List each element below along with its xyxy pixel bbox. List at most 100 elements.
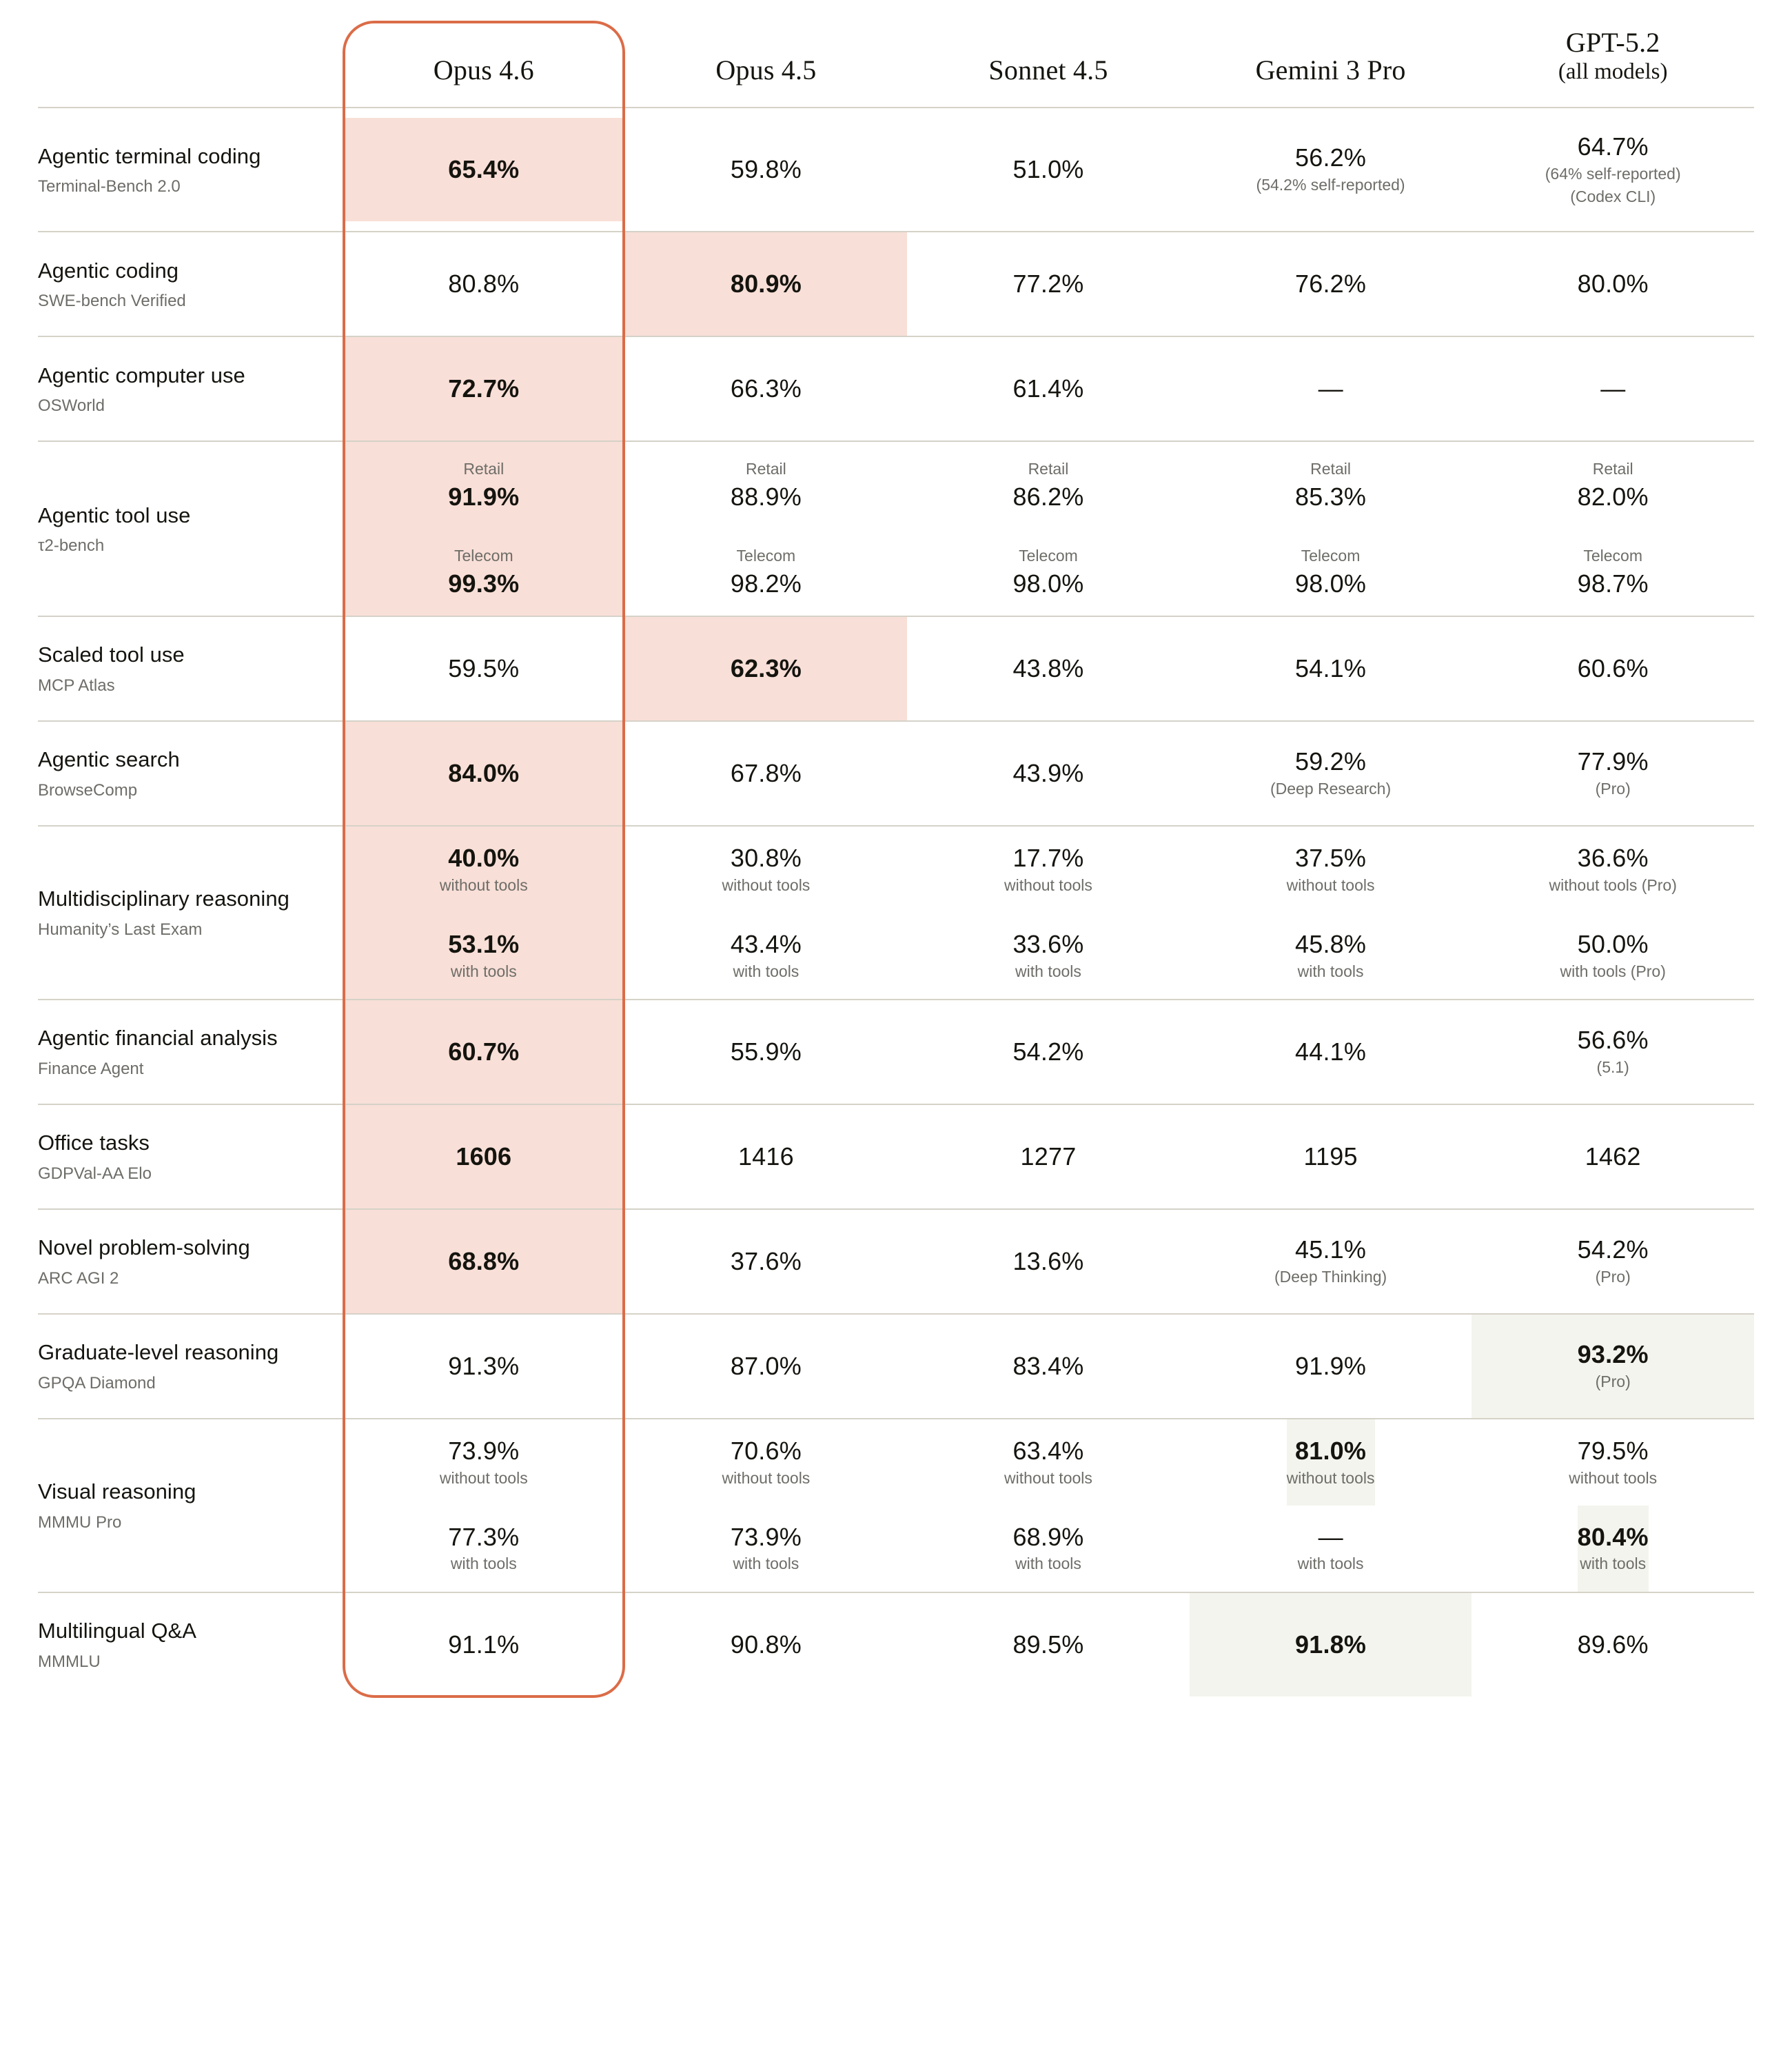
metric-inner: Novel problem-solving ARC AGI 2 [38, 1213, 343, 1309]
value-number: 51.0% [1012, 154, 1084, 183]
value-cell-gemini3: 56.2% (54.2% self-reported) [1190, 108, 1472, 232]
value-label-below: with tools [450, 962, 517, 980]
value-cell-opus46: 40.0% without tools 53.1% with tools [343, 826, 625, 1000]
value-cell-sonnet45: 43.9% [907, 721, 1190, 826]
value-label-below: without tools [1004, 1468, 1092, 1487]
value-label-below: with tools [1297, 1554, 1364, 1573]
split-value-wrapper: Retail 88.9% Telecom 98.2% [625, 442, 908, 616]
split-value-part: 79.5% without tools [1569, 1419, 1657, 1506]
split-value-part: 77.3% with tools [448, 1506, 519, 1592]
value-cell-gpt52: 64.7% (64% self-reported) (Codex CLI) [1472, 108, 1754, 232]
value-label-below: with tools [1580, 1554, 1647, 1573]
value-wrapper: 1277 [907, 1105, 1190, 1208]
value-number: 66.3% [730, 374, 802, 403]
value-wrapper: 62.3% [624, 616, 908, 720]
value-cell-gemini3: 81.0% without tools — with tools [1190, 1419, 1472, 1592]
value-wrapper: 67.8% [625, 722, 908, 825]
metric-inner: Agentic computer use OSWorld [38, 341, 343, 437]
value-wrapper: 77.2% [907, 232, 1190, 336]
metric-inner: Agentic terminal coding Terminal-Bench 2.… [38, 121, 343, 218]
value-wrapper: — [1190, 337, 1472, 440]
value-note: (64% self-reported) [1545, 164, 1681, 183]
metric-inner: Multidisciplinary reasoning Humanity’s La… [38, 864, 343, 960]
split-value-part: 63.4% without tools [1004, 1419, 1092, 1506]
metric-inner: Graduate-level reasoning GPQA Diamond [38, 1317, 343, 1414]
value-number: 72.7% [448, 374, 520, 403]
value-wrapper: 80.8% [343, 232, 625, 336]
value-label-above: Retail [1310, 459, 1351, 478]
split-value-wrapper: 73.9% without tools 77.3% with tools [343, 1419, 625, 1592]
value-number: 54.2% [1012, 1037, 1084, 1066]
value-label-below: without tools [1569, 1468, 1658, 1487]
table-row: Agentic terminal coding Terminal-Bench 2.… [38, 107, 1754, 232]
value-wrapper: 64.7% (64% self-reported) (Codex CLI) [1472, 108, 1754, 231]
value-cell-gemini3: — [1190, 336, 1472, 441]
value-wrapper: 56.6% (5.1) [1472, 1000, 1754, 1104]
metric-cell: Agentic tool use τ2-bench [38, 441, 343, 616]
value-number: 89.5% [1012, 1630, 1084, 1659]
metric-cell: Multidisciplinary reasoning Humanity’s La… [38, 826, 343, 1000]
value-cell-sonnet45: 89.5% [907, 1592, 1190, 1696]
metric-benchmark-name: Humanity’s Last Exam [38, 920, 203, 939]
value-number: 43.9% [1012, 758, 1084, 787]
metric-cell: Agentic search BrowseComp [38, 721, 343, 826]
metric-benchmark-name: OSWorld [38, 396, 105, 415]
value-label-below: with tools [1015, 962, 1081, 980]
split-value-wrapper: 36.6% without tools (Pro) 50.0% with tools … [1472, 827, 1754, 999]
column-header-name: Opus 4.6 [433, 54, 534, 85]
metric-cell: Scaled tool use MCP Atlas [38, 616, 343, 721]
value-number: 56.6% [1577, 1026, 1649, 1055]
value-label-below: without tools [439, 875, 528, 894]
value-cell-gemini3: 45.1% (Deep Thinking) [1190, 1209, 1472, 1314]
table-header-row: Opus 4.6 Opus 4.5 Sonnet 4.5 Gemini 3 Pro GP… [38, 0, 1754, 108]
value-cell-sonnet45: 54.2% [907, 1000, 1190, 1104]
split-value-wrapper: Retail 86.2% Telecom 98.0% [907, 442, 1190, 616]
value-wrapper: 72.7% [343, 336, 625, 440]
value-cell-gemini3: 91.9% [1190, 1314, 1472, 1419]
value-label-below: with tools [450, 1554, 517, 1573]
value-cell-opus46: 65.4% [343, 108, 625, 232]
value-number: 59.2% [1295, 747, 1367, 776]
value-label-below: without tools [1286, 875, 1375, 894]
value-number: 54.1% [1295, 654, 1367, 682]
value-cell-gpt52: Retail 82.0% Telecom 98.7% [1472, 441, 1754, 616]
metric-cell: Visual reasoning MMMU Pro [38, 1419, 343, 1592]
value-cell-gpt52: 89.6% [1472, 1592, 1754, 1696]
value-number: 61.4% [1012, 374, 1084, 403]
metric-benchmark-name: SWE-bench Verified [38, 291, 186, 310]
value-cell-sonnet45: 77.2% [907, 232, 1190, 336]
value-note: (Deep Thinking) [1274, 1268, 1387, 1286]
table-body: Agentic terminal coding Terminal-Bench 2.… [38, 107, 1754, 1696]
value-cell-opus45: 55.9% [625, 1000, 908, 1104]
metric-inner: Agentic coding SWE-bench Verified [38, 236, 343, 332]
split-value-part: Retail 82.0% [1578, 442, 1649, 529]
table-row: Graduate-level reasoning GPQA Diamond 91.3… [38, 1313, 1754, 1419]
split-value-wrapper: Retail 82.0% Telecom 98.7% [1472, 442, 1754, 616]
value-number: 98.2% [730, 569, 802, 598]
value-wrapper: 44.1% [1190, 1000, 1472, 1104]
metric-title: Agentic tool use [38, 503, 191, 527]
split-value-part: Telecom 99.3% [448, 529, 519, 616]
value-note: (Pro) [1595, 1373, 1631, 1391]
value-wrapper: 80.0% [1472, 232, 1754, 336]
value-number: 54.2% [1577, 1235, 1649, 1264]
value-dash: — [1318, 374, 1343, 403]
value-number: 1195 [1303, 1142, 1358, 1171]
value-number: 45.8% [1295, 929, 1367, 958]
column-header-name: Gemini 3 Pro [1255, 54, 1406, 85]
value-cell-gemini3: Retail 85.3% Telecom 98.0% [1190, 441, 1472, 616]
value-number: 59.8% [730, 154, 802, 183]
value-number: 68.8% [448, 1246, 520, 1275]
value-wrapper: 56.2% (54.2% self-reported) [1190, 118, 1472, 221]
value-cell-sonnet45: 13.6% [907, 1209, 1190, 1314]
value-cell-opus46: 80.8% [343, 232, 625, 336]
value-cell-gpt52: 36.6% without tools (Pro) 50.0% with tools … [1472, 826, 1754, 1000]
value-cell-opus45: Retail 88.9% Telecom 98.2% [625, 441, 908, 616]
value-wrapper: 1416 [625, 1105, 908, 1208]
metric-title: Agentic financial analysis [38, 1026, 278, 1051]
value-cell-opus45: 90.8% [625, 1592, 908, 1696]
table-row: Multidisciplinary reasoning Humanity’s La… [38, 825, 1754, 1000]
value-number: 82.0% [1577, 482, 1649, 511]
value-label-above: Telecom [1019, 546, 1078, 565]
value-number: 30.8% [730, 843, 802, 872]
